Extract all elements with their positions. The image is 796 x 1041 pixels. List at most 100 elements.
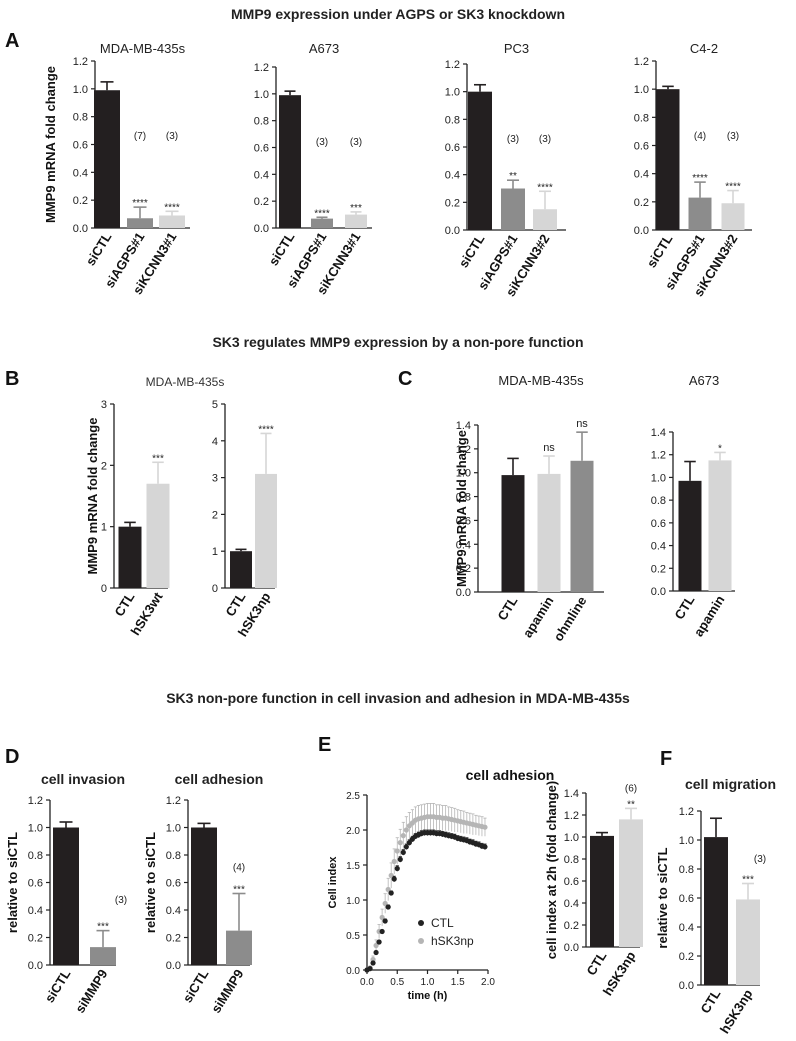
- e2-ytick-label: 0.8: [564, 854, 579, 866]
- d1-ytick-label: 0.4: [28, 905, 43, 917]
- b1-bar-0: [118, 526, 142, 588]
- e1-ytick-label: 1.5: [346, 861, 360, 872]
- e1-legend-marker-hSK3np: [418, 938, 424, 944]
- b1-ytick-label: 1: [101, 522, 107, 534]
- d2-ytick-label: 0.8: [166, 850, 181, 862]
- panel-label-d: D: [5, 746, 20, 768]
- c2-star-1: *: [718, 443, 722, 454]
- e1-ytick-label: 1.0: [346, 896, 360, 907]
- e1-point-CTL: [400, 849, 406, 856]
- b1-xlabel-0: CTL: [111, 590, 137, 619]
- b1-ytick-label: 0: [101, 583, 107, 595]
- c1-ytick-label: 1.4: [456, 420, 471, 432]
- d2-title: cell adhesion: [175, 771, 264, 787]
- e1-point-CTL: [385, 904, 391, 910]
- b2-ytick-label: 3: [212, 473, 218, 485]
- a1-bar-2: [159, 215, 185, 228]
- a4-title: C4-2: [690, 41, 718, 56]
- c1-ytick-label: 0.6: [456, 515, 471, 527]
- d2-n-1: (4): [233, 863, 245, 874]
- c1-xlabel-2: ohmline: [550, 594, 589, 644]
- a2-ytick-label: 0.0: [254, 223, 269, 235]
- c1-ytick-label: 0.0: [456, 587, 471, 599]
- e1-point-hSK3np: [379, 914, 385, 921]
- a2-ytick-label: 1.2: [254, 62, 269, 74]
- a4-ytick-label: 1.2: [634, 56, 649, 68]
- f1-star-1: ***: [742, 875, 754, 886]
- d2-ytick-label: 0.0: [166, 960, 181, 972]
- a3-ytick-label: 0.4: [445, 170, 460, 182]
- e2-ytick-label: 0.6: [564, 876, 579, 888]
- a2-ytick-label: 1.0: [254, 89, 269, 101]
- e1-point-CTL: [370, 960, 376, 966]
- b2-ytick-label: 1: [212, 546, 218, 558]
- e2-ytick-label: 1.2: [564, 810, 579, 822]
- e1-ylabel: Cell index: [327, 856, 339, 909]
- d1-title: cell invasion: [41, 771, 125, 787]
- b1-ylabel: MMP9 mRNA fold change: [85, 418, 100, 575]
- b2-ytick-label: 5: [212, 399, 218, 411]
- c1-ytick-label: 1.0: [456, 468, 471, 480]
- d1-bar-0: [53, 827, 79, 965]
- a4-bar-2: [721, 203, 745, 230]
- e2-bar-0: [590, 835, 614, 947]
- a4-ytick-label: 0.6: [634, 141, 649, 153]
- f1-ylabel: relative to siCTL: [655, 847, 670, 948]
- e1-ytick-label: 0.0: [346, 966, 360, 977]
- a2-ytick-label: 0.6: [254, 143, 269, 155]
- d2-ytick-label: 1.2: [166, 795, 181, 807]
- e2-ytick-label: 0.0: [564, 942, 579, 954]
- a1-star-1: ****: [132, 198, 148, 209]
- d1-ytick-label: 0.8: [28, 850, 43, 862]
- a1-star-2: ****: [164, 202, 180, 213]
- a3-ytick-label: 0.6: [445, 142, 460, 154]
- d2-star-1: ***: [233, 885, 245, 896]
- f1-xlabel-0: CTL: [697, 987, 723, 1016]
- e2-ytick-label: 0.2: [564, 920, 579, 932]
- a4-bar-0: [656, 89, 680, 231]
- f1-n-1: (3): [754, 854, 766, 865]
- c1-bar-1: [537, 473, 561, 592]
- c2-title: A673: [689, 373, 719, 388]
- b2-bar-0: [230, 551, 252, 588]
- panel-label-b: B: [5, 368, 20, 390]
- c2-ytick-label: 1.2: [651, 450, 666, 462]
- d1-bar-1: [90, 947, 116, 965]
- d1-ytick-label: 0.2: [28, 933, 43, 945]
- a1-title: MDA-MB-435s: [100, 41, 186, 56]
- a3-bar-1: [501, 188, 525, 230]
- f1-ytick-label: 0.8: [679, 864, 694, 876]
- a4-bar-1: [688, 197, 712, 230]
- d1-ylabel: relative to siCTL: [5, 832, 20, 933]
- a4-n-1: (4): [694, 131, 706, 142]
- b2-ytick-label: 4: [212, 436, 218, 448]
- a3-star-2: ****: [537, 182, 553, 193]
- a2-star-2: ***: [350, 203, 362, 214]
- c2-ytick-label: 0.4: [651, 541, 666, 553]
- a3-bar-2: [533, 209, 557, 230]
- b2-bar-1: [255, 473, 277, 588]
- e1-point-hSK3np: [391, 858, 397, 865]
- b1-bar-1: [146, 483, 170, 588]
- e1-title: cell adhesion: [466, 767, 555, 783]
- e1-legend-label-hSK3np: hSK3np: [431, 934, 474, 948]
- e2-ytick-label: 0.4: [564, 898, 579, 910]
- section-bc-title: SK3 regulates MMP9 expression by a non-p…: [212, 334, 584, 350]
- f1-bar-0: [704, 837, 728, 985]
- a1-n-2: (3): [166, 131, 178, 142]
- c2-ytick-label: 0.2: [651, 563, 666, 575]
- d1-ytick-label: 1.2: [28, 795, 43, 807]
- panel-label-c: C: [398, 368, 413, 390]
- e2-ytick-label: 1.0: [564, 832, 579, 844]
- e1-point-CTL: [367, 966, 373, 972]
- a1-ytick-label: 0.0: [73, 223, 88, 235]
- a2-title: A673: [309, 41, 339, 56]
- a2-star-1: ****: [314, 208, 330, 219]
- a2-ytick-label: 0.4: [254, 169, 269, 181]
- e2-n-1: (6): [625, 783, 637, 794]
- a3-ytick-label: 0.2: [445, 197, 460, 209]
- d2-ytick-label: 0.2: [166, 933, 181, 945]
- f1-title: cell migration: [685, 776, 776, 792]
- d2-bar-1: [226, 930, 252, 965]
